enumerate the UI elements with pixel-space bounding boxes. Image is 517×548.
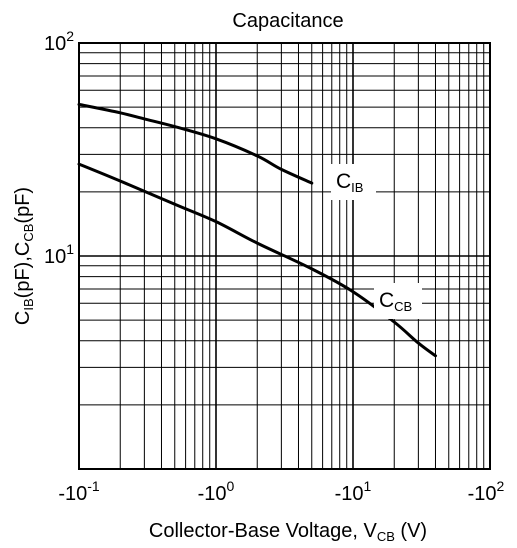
x-tick-exponent: 2 — [497, 478, 505, 494]
x-tick-label: -101 — [335, 478, 372, 505]
x-tick-label: -102 — [468, 478, 505, 505]
x-axis-label: Collector-Base Voltage, VCB (V) — [149, 520, 427, 544]
y-axis-label-sub2: CB — [21, 224, 36, 242]
series-label-cb: CCB — [379, 289, 412, 314]
series-lines — [77, 102, 437, 358]
x-tick-exponent: 0 — [227, 478, 235, 494]
series-line-ib — [77, 102, 314, 185]
chart-title: Capacitance — [232, 10, 343, 32]
y-tick-base: 10 — [44, 33, 66, 55]
y-axis-label-part1: C — [12, 311, 34, 325]
y-axis-label: CIB(pF),CCB(pF) — [12, 187, 36, 325]
y-tick-label: 102 — [44, 28, 74, 55]
y-axis-label-part3: (pF) — [12, 187, 34, 224]
x-tick-exponent: -1 — [87, 478, 100, 494]
x-tick-base: -10 — [468, 483, 497, 505]
x-tick-base: -10 — [198, 483, 227, 505]
y-axis-label-part2: (pF),C — [12, 242, 34, 299]
x-tick-exponent: 1 — [364, 478, 372, 494]
series-label-sub: IB — [351, 180, 363, 195]
x-tick-label: -10-1 — [58, 478, 100, 505]
x-axis-label-main: Collector-Base Voltage, V — [149, 520, 378, 542]
series-label-main: C — [379, 289, 394, 312]
x-tick-labels: -10-1 -100 -101 -102 — [58, 478, 504, 505]
y-tick-label: 101 — [44, 241, 74, 268]
series-label-ib: CIB — [336, 170, 363, 195]
x-tick-base: -10 — [335, 483, 364, 505]
series-label-sub: CB — [394, 299, 412, 314]
x-tick-base: -10 — [58, 483, 87, 505]
y-tick-exponent: 2 — [66, 28, 74, 44]
series-label-main: C — [336, 170, 351, 193]
y-axis-label-sub1: IB — [21, 298, 36, 310]
series-label-background — [374, 283, 422, 319]
x-axis-label-sub: CB — [377, 529, 395, 544]
x-axis-label-suffix: (V) — [395, 520, 427, 542]
y-tick-base: 10 — [44, 246, 66, 268]
plot-frame — [78, 42, 491, 470]
plot-grid — [79, 43, 490, 469]
y-tick-exponent: 1 — [66, 241, 74, 257]
x-tick-label: -100 — [198, 478, 235, 505]
series-label-background — [331, 164, 376, 200]
series-line-cb — [77, 162, 437, 358]
